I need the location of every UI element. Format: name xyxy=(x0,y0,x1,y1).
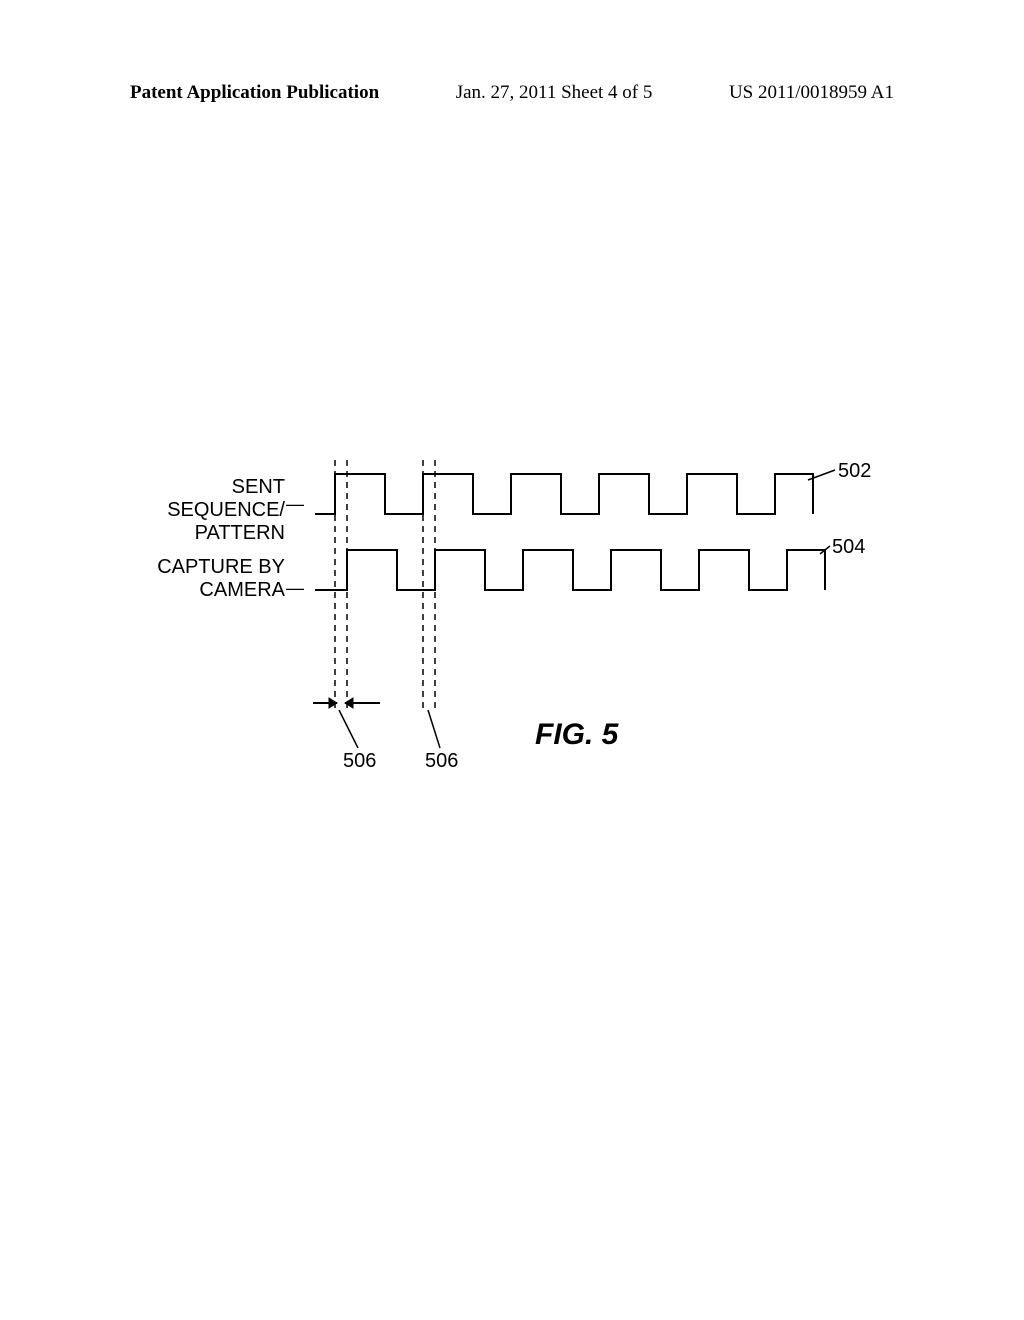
header-center: Jan. 27, 2011 Sheet 4 of 5 xyxy=(456,82,653,104)
timing-diagram-svg xyxy=(130,460,900,780)
header-left: Patent Application Publication xyxy=(130,82,379,104)
page-header: Patent Application Publication Jan. 27, … xyxy=(130,82,894,104)
header-right: US 2011/0018959 A1 xyxy=(729,82,894,104)
